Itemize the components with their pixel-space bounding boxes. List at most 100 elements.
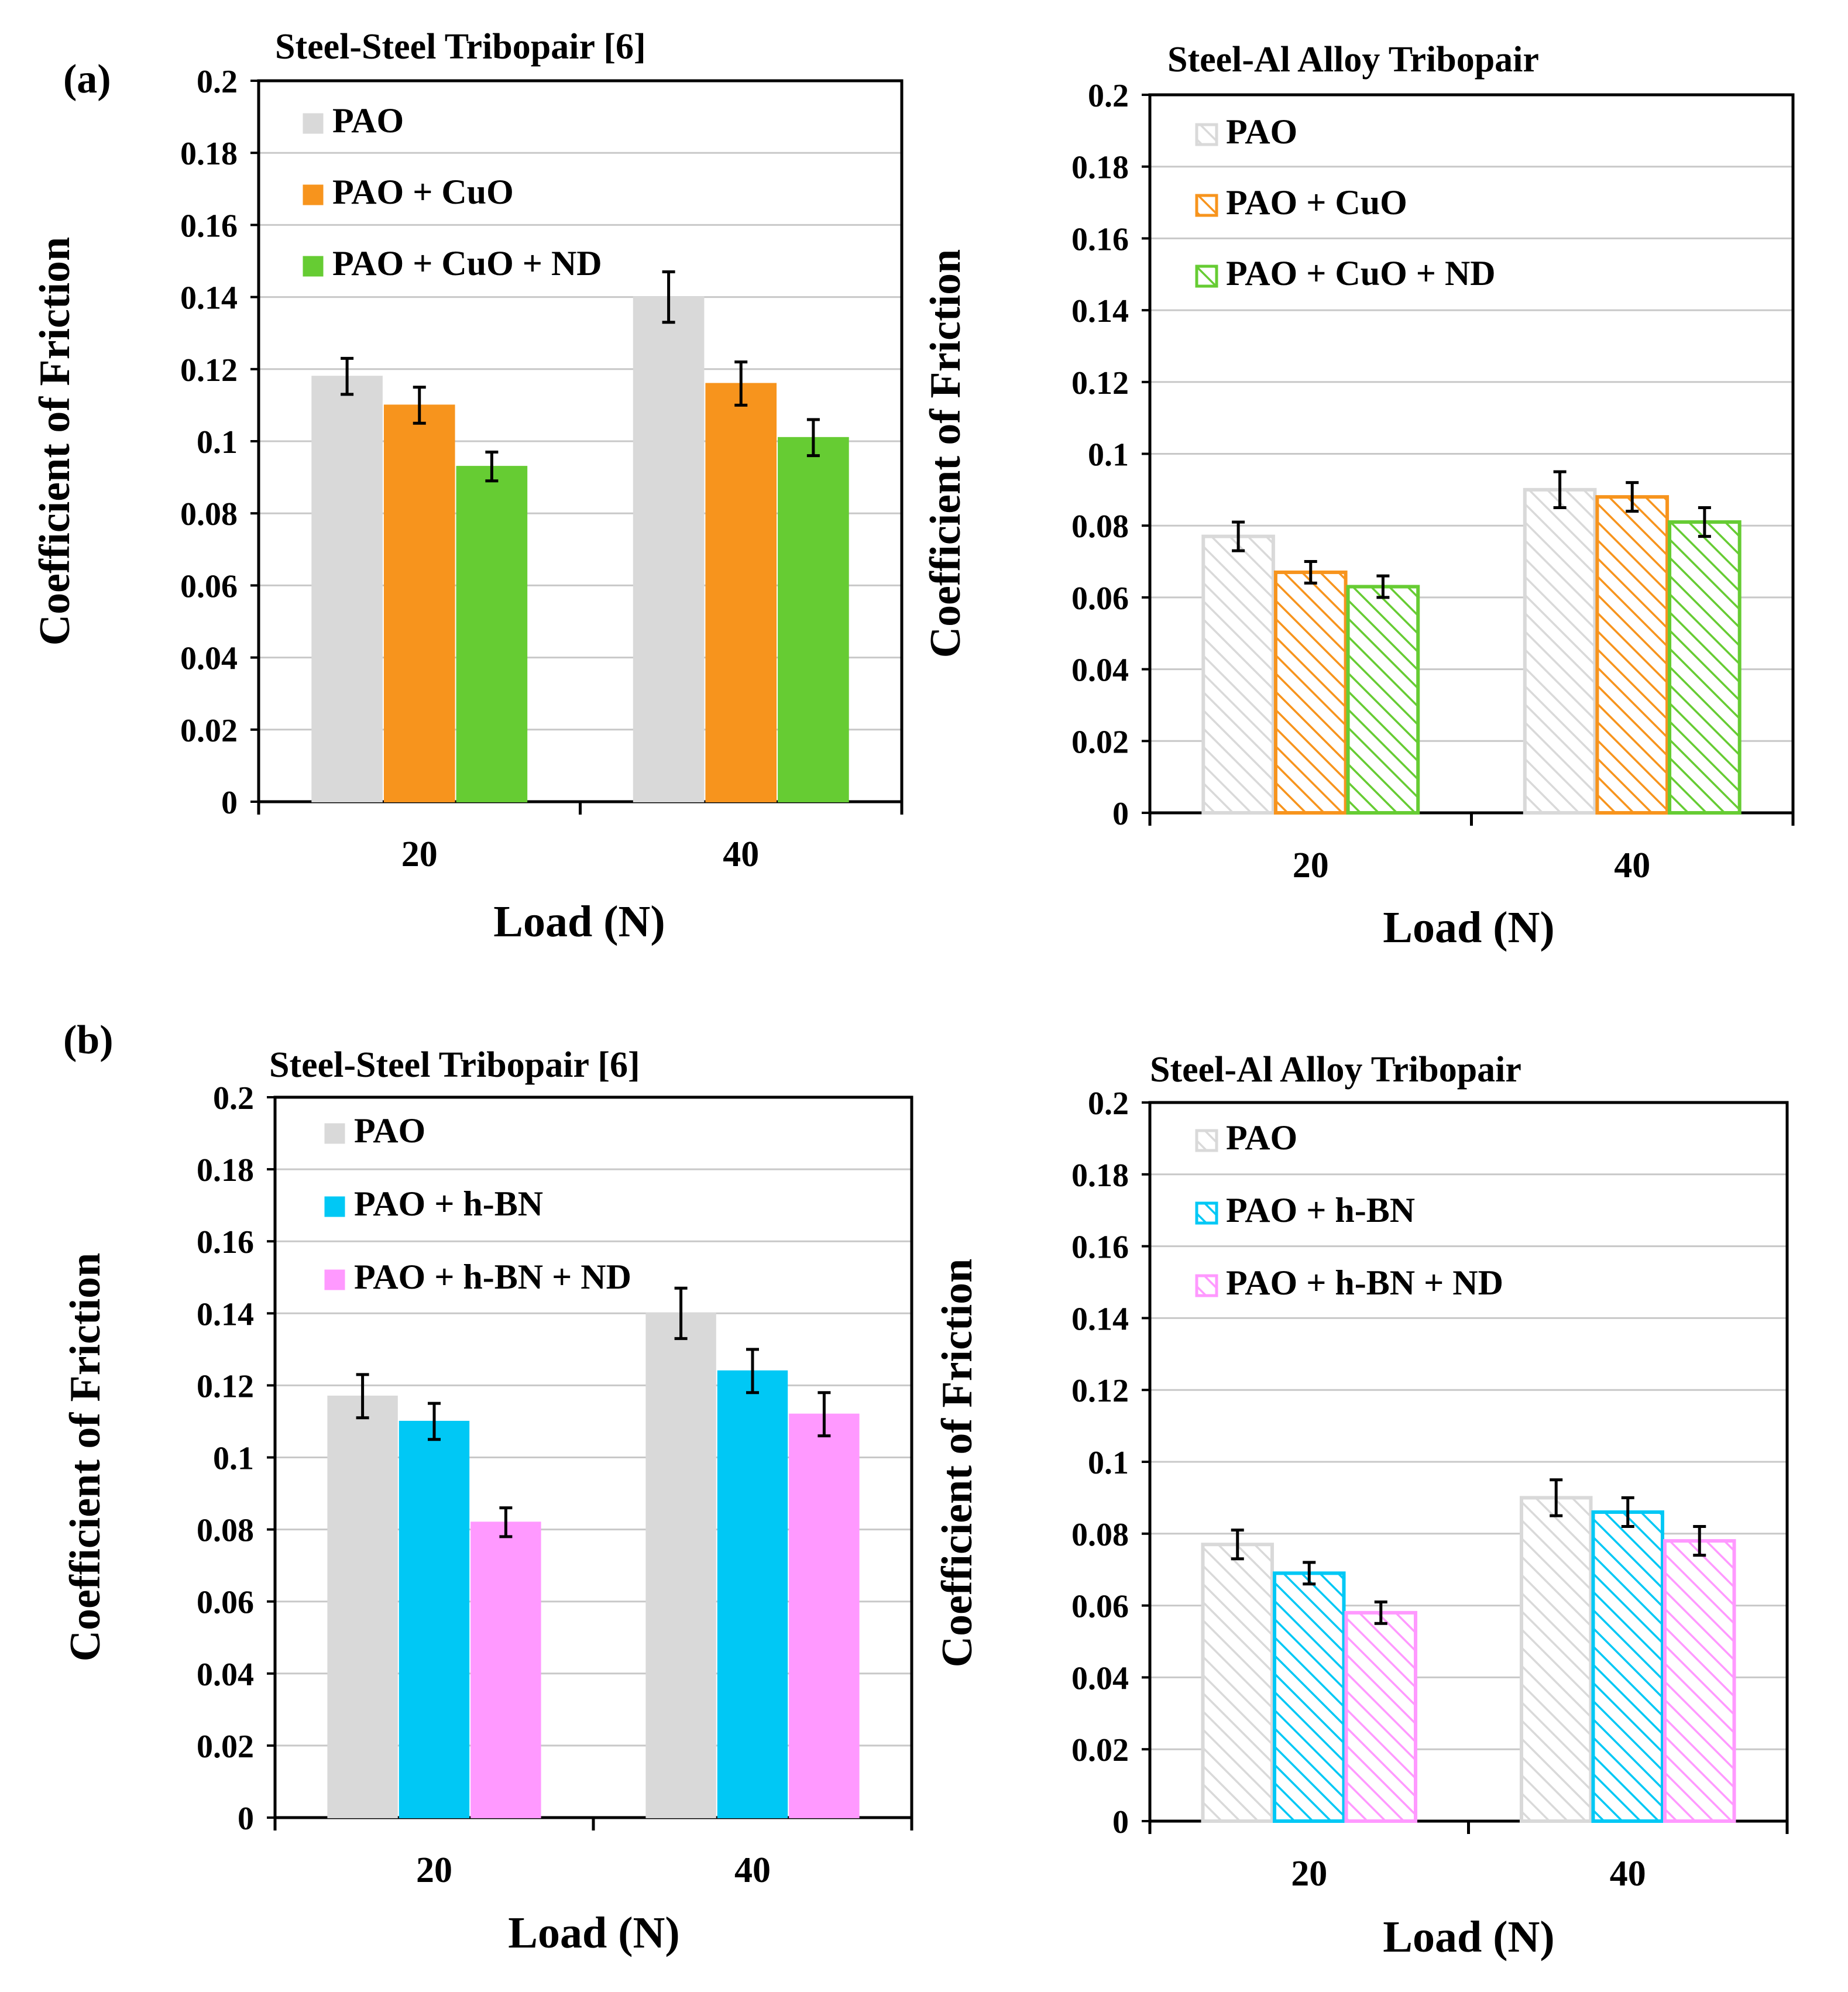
legend-label: PAO [332,101,404,140]
chart-title: Steel-Al Alloy Tribopair [1167,40,1539,80]
legend-swatch [324,1123,345,1144]
y-tick-label: 0.06 [197,1585,254,1621]
y-tick-label: 0.04 [180,641,238,677]
panel-label-b: (b) [63,1018,114,1063]
bar [327,1395,398,1818]
y-tick-label: 0.02 [1071,724,1129,760]
legend-label: PAO [1226,1118,1297,1157]
y-tick-label: 0.04 [1071,1660,1129,1696]
y-tick-label: 0.14 [1071,1301,1129,1337]
y-tick-label: 0.16 [180,208,238,244]
legend-swatch [1195,1274,1218,1297]
x-tick-label: 20 [1293,846,1329,885]
y-tick-label: 0.06 [1071,581,1129,617]
legend-swatch [324,1269,345,1290]
bar [1519,1496,1593,1823]
chart-4: Steel-Al Alloy Tribopair 0 0.02 0.04 0.06 0.0… [933,1050,1789,1962]
y-axis-label: Coefficient of Friction [922,249,970,658]
panel-label-a: (a) [63,57,111,102]
x-tick-label: 40 [1610,1854,1646,1894]
bar [399,1420,470,1818]
y-tick-label: 0.2 [1088,1086,1129,1122]
bar [789,1413,860,1818]
y-tick-label: 0.1 [1088,1445,1129,1481]
y-tick-label: 0.2 [197,64,238,100]
legend-label: PAO [354,1111,425,1150]
y-tick-label: 0.14 [1071,293,1129,329]
y-tick-label: 0.08 [180,496,238,533]
x-tick-label: 20 [1291,1854,1327,1894]
y-tick-label: 0.2 [213,1080,254,1117]
bar [1595,495,1670,815]
legend-label: PAO + h-BN + ND [354,1258,631,1296]
legend-label: PAO + h-BN [354,1184,543,1223]
x-tick-label: 40 [1614,846,1650,885]
y-tick-label: 0 [1112,1804,1129,1840]
y-tick-label: 0.18 [1071,1158,1129,1194]
y-tick-label: 0.1 [1088,437,1129,473]
y-tick-label: 0.08 [1071,1517,1129,1553]
legend-label: PAO + h-BN [1226,1191,1415,1229]
legend-label: PAO + h-BN + ND [1226,1263,1503,1302]
x-tick-label: 20 [416,1850,452,1890]
legend-swatch [1195,123,1218,146]
legend-swatch [1195,1129,1218,1152]
y-tick-label: 0.06 [180,568,238,605]
y-tick-label: 0.12 [197,1368,254,1404]
y-tick-label: 0.14 [180,280,238,317]
legend-label: PAO + CuO [1226,183,1407,222]
y-tick-label: 0.12 [1071,1373,1129,1409]
bar [1663,1539,1736,1823]
chart-3: Steel-Steel Tribopair [6] 0 0.02 0.04 0.06 0.… [61,1045,913,1957]
y-tick-label: 0.06 [1071,1589,1129,1625]
x-tick-label: 40 [734,1850,771,1890]
y-tick-label: 0 [1112,796,1129,832]
x-axis-label: Load (N) [1383,1912,1554,1962]
chart-1: Steel-Steel Tribopair [6] 0 0.02 0.04 0.06 0.… [31,27,904,946]
x-axis-label: Load (N) [508,1908,679,1957]
legend-swatch [324,1196,345,1217]
bar [456,466,528,802]
y-tick-label: 0.04 [1071,652,1129,689]
bar [717,1370,788,1818]
y-tick-label: 0.12 [180,352,238,389]
legend-swatch [1195,194,1218,217]
chart-2: Steel-Al Alloy Tribopair 0 0.02 0.04 0.06 0.0… [922,40,1795,952]
x-axis-label: Load (N) [493,897,665,946]
y-tick-label: 0.02 [180,713,238,749]
y-tick-label: 0 [221,785,238,821]
bar [470,1522,541,1819]
bar [1591,1510,1665,1823]
y-tick-label: 0.08 [1071,509,1129,545]
y-tick-label: 0.12 [1071,365,1129,401]
legend-swatch [303,184,324,205]
chart-title: Steel-Steel Tribopair [6] [275,27,646,67]
y-tick-label: 0.18 [180,136,238,172]
y-tick-label: 0.1 [197,424,238,461]
y-axis-label: Coefficient of Friction [933,1259,981,1668]
legend-label: PAO [1226,112,1297,151]
y-tick-label: 0 [238,1801,254,1837]
legend-label: PAO + CuO + ND [1226,254,1496,293]
legend-swatch [303,256,324,277]
bar [1668,520,1741,815]
y-tick-label: 0.08 [197,1513,254,1549]
x-tick-label: 40 [723,834,759,874]
chart-title: Steel-Al Alloy Tribopair [1150,1050,1521,1090]
x-axis-label: Load (N) [1383,903,1554,952]
y-tick-label: 0.02 [1071,1732,1129,1768]
y-tick-label: 0.18 [1071,150,1129,186]
legend-swatch [1195,265,1218,288]
y-tick-label: 0.16 [1071,221,1129,257]
chart-title: Steel-Steel Tribopair [6] [269,1045,640,1085]
y-tick-label: 0.18 [197,1152,254,1189]
y-tick-label: 0.16 [1071,1229,1129,1266]
y-tick-label: 0.04 [197,1657,254,1693]
x-tick-label: 20 [401,834,438,874]
bar [1272,1571,1346,1823]
bar [383,404,455,802]
legend-label: PAO + CuO [332,173,514,211]
bar [1344,1610,1418,1823]
